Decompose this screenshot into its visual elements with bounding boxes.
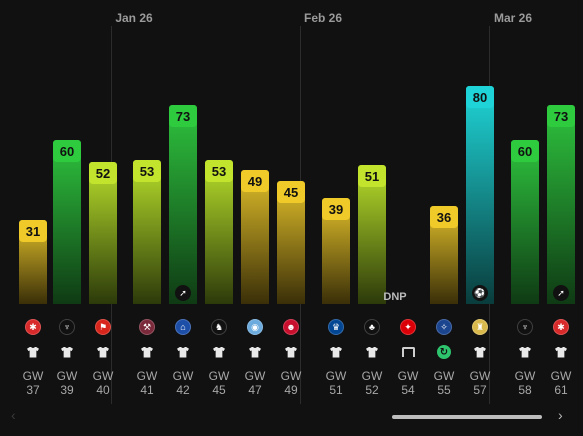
points-bar[interactable] xyxy=(53,140,81,304)
points-badge: 36 xyxy=(430,206,458,228)
shirt-icon xyxy=(25,345,41,359)
shirt-icon xyxy=(553,345,569,359)
gameweek-prefix: GW xyxy=(325,369,347,383)
points-badge: 73 xyxy=(547,105,575,127)
gameweek-prefix: GW xyxy=(397,369,419,383)
gameweek-number: 51 xyxy=(329,383,343,397)
scroll-fade xyxy=(0,0,14,436)
points-bar[interactable] xyxy=(241,170,269,304)
gameweek-prefix: GW xyxy=(514,369,536,383)
gameweek-prefix: GW xyxy=(361,369,383,383)
scroll-left-arrow[interactable]: ‹ xyxy=(11,407,16,423)
newcastle-crest: ♞ xyxy=(210,318,228,336)
points-badge: 73 xyxy=(169,105,197,127)
points-badge: 60 xyxy=(53,140,81,162)
month-label-mar: Mar 26 xyxy=(493,11,533,25)
assist-icon: ➚ xyxy=(175,285,191,301)
shirt-icon xyxy=(95,345,111,359)
scroll-right-arrow[interactable]: › xyxy=(558,407,563,423)
shirt-icon xyxy=(283,345,299,359)
points-badge: 52 xyxy=(89,162,117,184)
crystal-palace-crest: ✧ xyxy=(435,318,453,336)
man-utd-crest: ⚑ xyxy=(94,318,112,336)
gameweek-prefix: GW xyxy=(208,369,230,383)
gameweek-prefix: GW xyxy=(172,369,194,383)
points-bar[interactable] xyxy=(133,160,161,304)
nottm-forest-crest: ♣ xyxy=(363,318,381,336)
points-badge: 80 xyxy=(466,86,494,108)
assist-icon: ➚ xyxy=(553,285,569,301)
gameweek-prefix: GW xyxy=(550,369,572,383)
gameweek-prefix: GW xyxy=(22,369,44,383)
gameweek-number: 47 xyxy=(248,383,262,397)
points-bar[interactable] xyxy=(169,105,197,304)
gameweek-prefix: GW xyxy=(136,369,158,383)
gameweek-prefix: GW xyxy=(280,369,302,383)
brentford-crest: ✱ xyxy=(24,318,42,336)
points-bar[interactable] xyxy=(511,140,539,304)
points-badge: 51 xyxy=(358,165,386,187)
gameweek-number: 41 xyxy=(140,383,154,397)
gameweek-number: 39 xyxy=(60,383,74,397)
gameweek-number: 57 xyxy=(473,383,487,397)
gameweek-prefix: GW xyxy=(433,369,455,383)
points-badge: 49 xyxy=(241,170,269,192)
gameweek-number: 55 xyxy=(437,383,451,397)
horizontal-scrollbar[interactable] xyxy=(392,415,542,419)
gameweek-number: 54 xyxy=(401,383,415,397)
points-bar[interactable] xyxy=(547,105,575,304)
shirt-icon xyxy=(364,345,380,359)
gameweek-number: 61 xyxy=(554,383,568,397)
bench-icon xyxy=(400,345,416,359)
west-ham-crest: ⚒ xyxy=(138,318,156,336)
gameweek-number: 45 xyxy=(212,383,226,397)
gameweek-number: 49 xyxy=(284,383,298,397)
gameweek-prefix: GW xyxy=(92,369,114,383)
shirt-icon xyxy=(247,345,263,359)
points-badge: 31 xyxy=(19,220,47,242)
gameweek-number: 37 xyxy=(26,383,40,397)
month-label-jan: Jan 26 xyxy=(115,11,153,25)
liverpool-crest: ♆ xyxy=(58,318,76,336)
brentford-crest: ✱ xyxy=(552,318,570,336)
gameweek-number: 58 xyxy=(518,383,532,397)
points-badge: 39 xyxy=(322,198,350,220)
points-bar[interactable] xyxy=(89,162,117,304)
points-bar[interactable] xyxy=(358,165,386,304)
arsenal-crest: ✦ xyxy=(399,318,417,336)
shirt-icon xyxy=(472,345,488,359)
points-badge: 53 xyxy=(205,160,233,182)
shirt-icon xyxy=(139,345,155,359)
shirt-icon xyxy=(517,345,533,359)
subbed-on-icon: ↻ xyxy=(436,345,452,359)
gameweek-prefix: GW xyxy=(56,369,78,383)
points-badge: 60 xyxy=(511,140,539,162)
gameweek-prefix: GW xyxy=(469,369,491,383)
liverpool-crest: ♆ xyxy=(516,318,534,336)
everton-crest: ⌂ xyxy=(174,318,192,336)
shirt-icon xyxy=(175,345,191,359)
gameweek-number: 52 xyxy=(365,383,379,397)
chelsea-crest: ♛ xyxy=(327,318,345,336)
points-bar[interactable] xyxy=(466,86,494,304)
gameweek-number: 40 xyxy=(96,383,110,397)
man-city-crest: ◉ xyxy=(246,318,264,336)
month-label-feb: Feb 26 xyxy=(303,11,343,25)
aston-villa-crest: ♜ xyxy=(471,318,489,336)
points-bar[interactable] xyxy=(205,160,233,304)
bournemouth-crest: ☻ xyxy=(282,318,300,336)
gameweek-number: 42 xyxy=(176,383,190,397)
points-badge: 45 xyxy=(277,181,305,203)
points-badge: 53 xyxy=(133,160,161,182)
gameweek-prefix: GW xyxy=(244,369,266,383)
shirt-icon xyxy=(328,345,344,359)
dnp-label: DNP xyxy=(383,291,407,303)
shirt-icon xyxy=(59,345,75,359)
ball-icon: ⚽ xyxy=(472,285,488,301)
shirt-icon xyxy=(211,345,227,359)
